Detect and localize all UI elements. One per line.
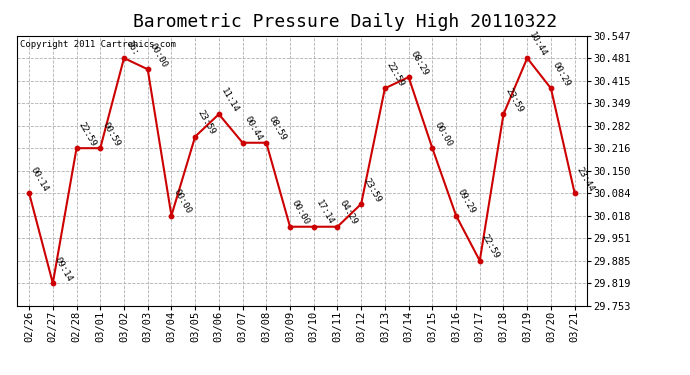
Point — [403, 74, 414, 80]
Text: 00:00: 00:00 — [433, 120, 453, 148]
Point — [498, 111, 509, 117]
Point — [142, 66, 153, 72]
Point — [119, 55, 130, 61]
Text: 08:59: 08:59 — [266, 115, 288, 143]
Text: 04:29: 04:29 — [337, 199, 359, 227]
Point — [474, 258, 485, 264]
Text: 00:14: 00:14 — [29, 165, 50, 193]
Point — [332, 224, 343, 230]
Text: 09:29: 09:29 — [456, 188, 477, 216]
Point — [190, 134, 201, 140]
Text: 23:44: 23:44 — [575, 165, 596, 193]
Text: 22:59: 22:59 — [480, 233, 501, 261]
Text: 00:29: 00:29 — [551, 60, 572, 88]
Text: 22:59: 22:59 — [385, 60, 406, 88]
Text: 00:59: 00:59 — [100, 120, 121, 148]
Point — [308, 224, 319, 230]
Point — [213, 111, 224, 117]
Text: Barometric Pressure Daily High 20110322: Barometric Pressure Daily High 20110322 — [133, 13, 557, 31]
Point — [545, 86, 556, 92]
Point — [261, 140, 272, 146]
Point — [569, 190, 580, 196]
Point — [451, 213, 462, 219]
Text: 17:14: 17:14 — [314, 199, 335, 227]
Text: 23:59: 23:59 — [195, 109, 217, 136]
Text: 23:59: 23:59 — [504, 86, 524, 114]
Point — [23, 190, 34, 196]
Text: 00:00: 00:00 — [171, 188, 193, 216]
Text: 08:29: 08:29 — [408, 50, 430, 77]
Text: 09:14: 09:14 — [53, 255, 74, 283]
Point — [380, 86, 391, 92]
Point — [95, 145, 106, 151]
Text: 22:59: 22:59 — [77, 120, 98, 148]
Point — [166, 213, 177, 219]
Point — [355, 201, 366, 207]
Text: 11:14: 11:14 — [219, 86, 240, 114]
Point — [48, 280, 59, 286]
Text: Copyright 2011 Cartronics.com: Copyright 2011 Cartronics.com — [20, 40, 176, 49]
Text: 00:00: 00:00 — [148, 42, 169, 69]
Point — [284, 224, 295, 230]
Text: 00:00: 00:00 — [290, 199, 311, 227]
Point — [71, 145, 82, 151]
Text: 16:: 16: — [124, 40, 140, 58]
Text: 00:44: 00:44 — [243, 115, 264, 143]
Text: 10:44: 10:44 — [527, 30, 549, 58]
Point — [237, 140, 248, 146]
Point — [427, 145, 438, 151]
Point — [522, 55, 533, 61]
Text: 23:59: 23:59 — [361, 176, 382, 204]
